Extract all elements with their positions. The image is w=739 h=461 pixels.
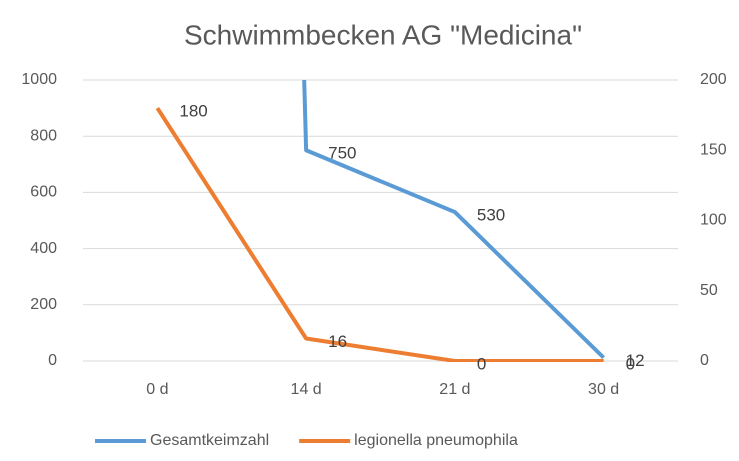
x-tick-label: 0 d [146, 381, 168, 398]
y2-tick-label: 100 [700, 212, 727, 229]
data-label: 0 [626, 354, 635, 373]
legend-label: Gesamtkeimzahl [150, 432, 269, 449]
x-tick-label: 30 d [588, 381, 619, 398]
y-tick-label: 200 [30, 296, 57, 313]
plot-area [155, 80, 606, 362]
x-tick-label: 14 d [291, 381, 322, 398]
chart-title: Schwimmbecken AG "Medicina" [184, 19, 582, 50]
data-label: 0 [477, 354, 486, 373]
data-label: 750 [328, 144, 356, 163]
y2-tick-label: 50 [700, 282, 718, 299]
data-label: 530 [477, 206, 505, 225]
data-label: 12 [626, 351, 645, 370]
legend-label: legionella pneumophila [354, 432, 518, 449]
y2-tick-label: 150 [700, 141, 727, 158]
y-tick-label: 800 [30, 127, 57, 144]
series-line [302, 80, 606, 360]
data-label: 16 [328, 332, 347, 351]
y-tick-label: 1000 [21, 71, 57, 88]
y2-tick-label: 200 [700, 71, 727, 88]
series-line [155, 107, 604, 362]
y2-tick-label: 0 [700, 352, 709, 369]
data-label: 180 [179, 102, 207, 121]
y-tick-label: 0 [48, 352, 57, 369]
y-tick-label: 400 [30, 240, 57, 257]
x-tick-label: 21 d [439, 381, 470, 398]
y-tick-label: 600 [30, 184, 57, 201]
